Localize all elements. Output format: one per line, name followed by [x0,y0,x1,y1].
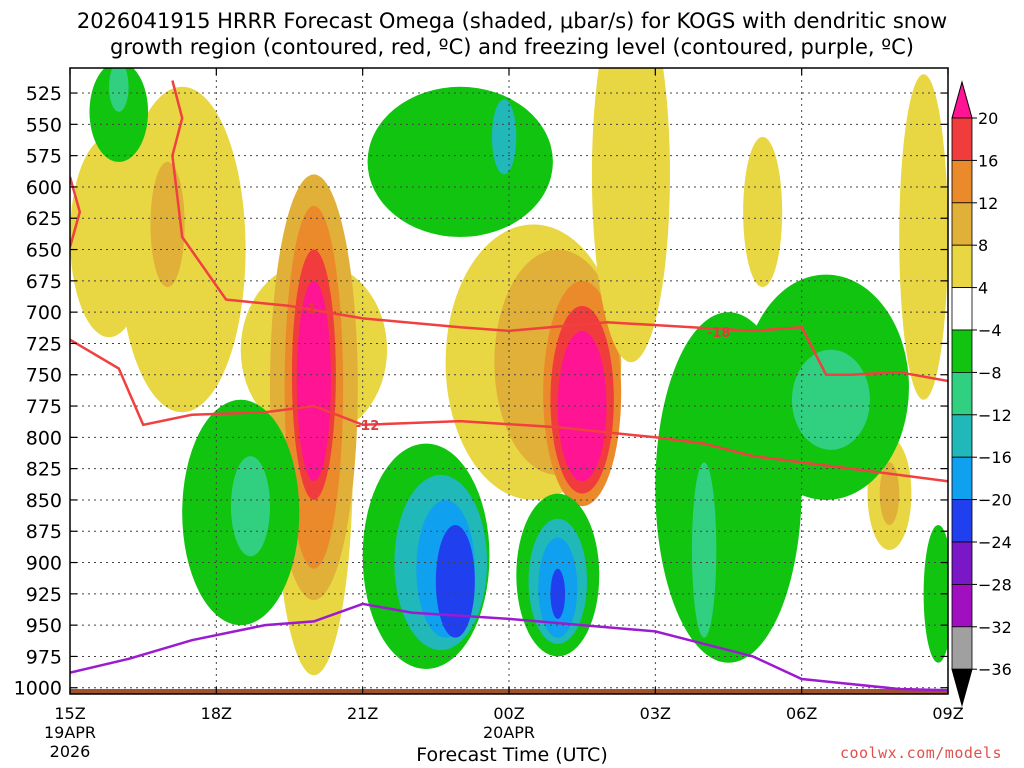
colorbar-swatch-6 [951,287,973,331]
x-tick-label: 00Z [493,704,524,723]
dgz-contour-0 [70,338,948,483]
y-tick-label: 775 [26,396,62,418]
y-tick-label: 700 [26,302,62,324]
colorbar-top-arrow [951,80,973,119]
colorbar-label: −28 [978,575,1012,594]
colorbar-label: 8 [978,236,988,255]
colorbar-swatch-13 [951,584,973,628]
contour-label-0: -12 [356,419,380,434]
colorbar-swatch-12 [951,541,973,585]
y-tick-label: 925 [26,584,62,606]
y-tick-label: 650 [26,240,62,262]
omega-region-18 [879,462,900,525]
colorbar-label: −12 [978,406,1012,425]
dgz-contour-1 [70,176,82,248]
freezing-level-contour [70,602,948,692]
y-tick-label: 1000 [14,678,62,700]
y-tick-label: 850 [26,490,62,512]
dgz-contour-2 [171,80,948,383]
colorbar-swatch-10 [951,456,973,501]
colorbar-label: −24 [978,533,1012,552]
omega-region-21 [377,93,544,231]
colorbar-swatch-9 [951,414,973,458]
contour-label-1: -18 [707,326,731,341]
x-tick-year: 2026 [50,742,91,761]
colorbar-swatch-7 [951,329,973,373]
y-tick-label: 875 [26,521,62,543]
omega-region-25 [109,68,129,112]
temperature-contours: -12 -18 -1 [70,80,948,692]
x-tick-date: 19APR [44,723,96,742]
colorbar-swatch-last [951,626,973,670]
y-tick-label: 825 [26,459,62,481]
y-tick-label: 750 [26,365,62,387]
x-tick-label: 06Z [786,704,817,723]
y-tick-label: 800 [26,427,62,449]
y-tick-label: 575 [26,146,62,168]
colorbar-label: −36 [978,660,1012,679]
colorbar-label: 12 [978,194,998,213]
colorbar-label: −32 [978,618,1012,637]
y-tick-label: 900 [26,553,62,575]
x-axis-title: Forecast Time (UTC) [416,744,608,766]
omega-region-40 [691,462,717,638]
omega-region-13 [557,330,607,482]
y-tick-label: 975 [26,646,62,668]
omega-region-8 [296,280,331,482]
colorbar-bottom-arrow [951,668,973,708]
x-tick-label: 21Z [347,704,378,723]
colorbar-swatch-5 [951,244,973,288]
y-tick-label: 625 [26,208,62,230]
colorbar-label: −8 [978,363,1002,382]
y-tick-label: 550 [26,114,62,136]
omega-region-39 [791,349,870,450]
y-tick-label: 725 [26,333,62,355]
omega-region-14 [591,68,670,363]
omega-region-22 [491,99,517,175]
colorbar-swatch-2 [951,117,973,161]
colorbar-label: −20 [978,491,1012,510]
colorbar: 20 16 12 8 4 −4 −8 −12 −16 −20 −24 −28 −32 −36 [951,80,1012,708]
x-tick-label: 15Z [54,704,85,723]
omega-region-16 [899,74,948,400]
omega-region-15 [743,136,783,288]
x-tick-label: 18Z [201,704,232,723]
y-tick-label: 675 [26,271,62,293]
omega-shaded-regions [70,68,948,676]
grid-lines [70,68,948,694]
y-axis: 525 550 575 600 625 650 675 700 725 750 775 800 825 8… [14,83,948,700]
colorbar-swatch-3 [951,159,973,204]
x-tick-date: 20APR [483,723,535,742]
y-tick-label: 950 [26,615,62,637]
colorbar-swatch-4 [951,202,973,246]
chart-title-line-2: growth region (contoured, red, ºC) and f… [110,35,914,59]
colorbar-label: −16 [978,448,1012,467]
y-tick-label: 600 [26,177,62,199]
colorbar-label: −4 [978,321,1002,340]
x-tick-label: 03Z [640,704,671,723]
y-tick-label: 525 [26,83,62,105]
omega-region-27 [230,456,270,557]
colorbar-swatch-11 [951,499,973,543]
chart-title-line-1: 2026041915 HRRR Forecast Omega (shaded, … [76,9,948,33]
contour-label-2: -1 [302,302,316,317]
colorbar-label: 20 [978,109,998,128]
x-tick-label: 09Z [932,704,963,723]
colorbar-label: 4 [978,279,988,298]
colorbar-label: 16 [978,151,998,170]
colorbar-swatch-8 [951,371,973,416]
omega-region-24 [91,68,146,160]
watermark: coolwx.com/models [839,744,1002,762]
